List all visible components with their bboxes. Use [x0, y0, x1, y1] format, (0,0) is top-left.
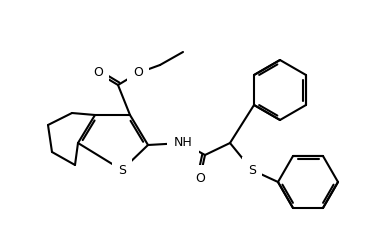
Text: O: O — [195, 172, 205, 184]
Text: O: O — [93, 66, 103, 79]
Text: O: O — [133, 66, 143, 79]
Text: S: S — [248, 164, 256, 177]
Text: NH: NH — [174, 137, 192, 149]
Text: S: S — [118, 164, 126, 177]
